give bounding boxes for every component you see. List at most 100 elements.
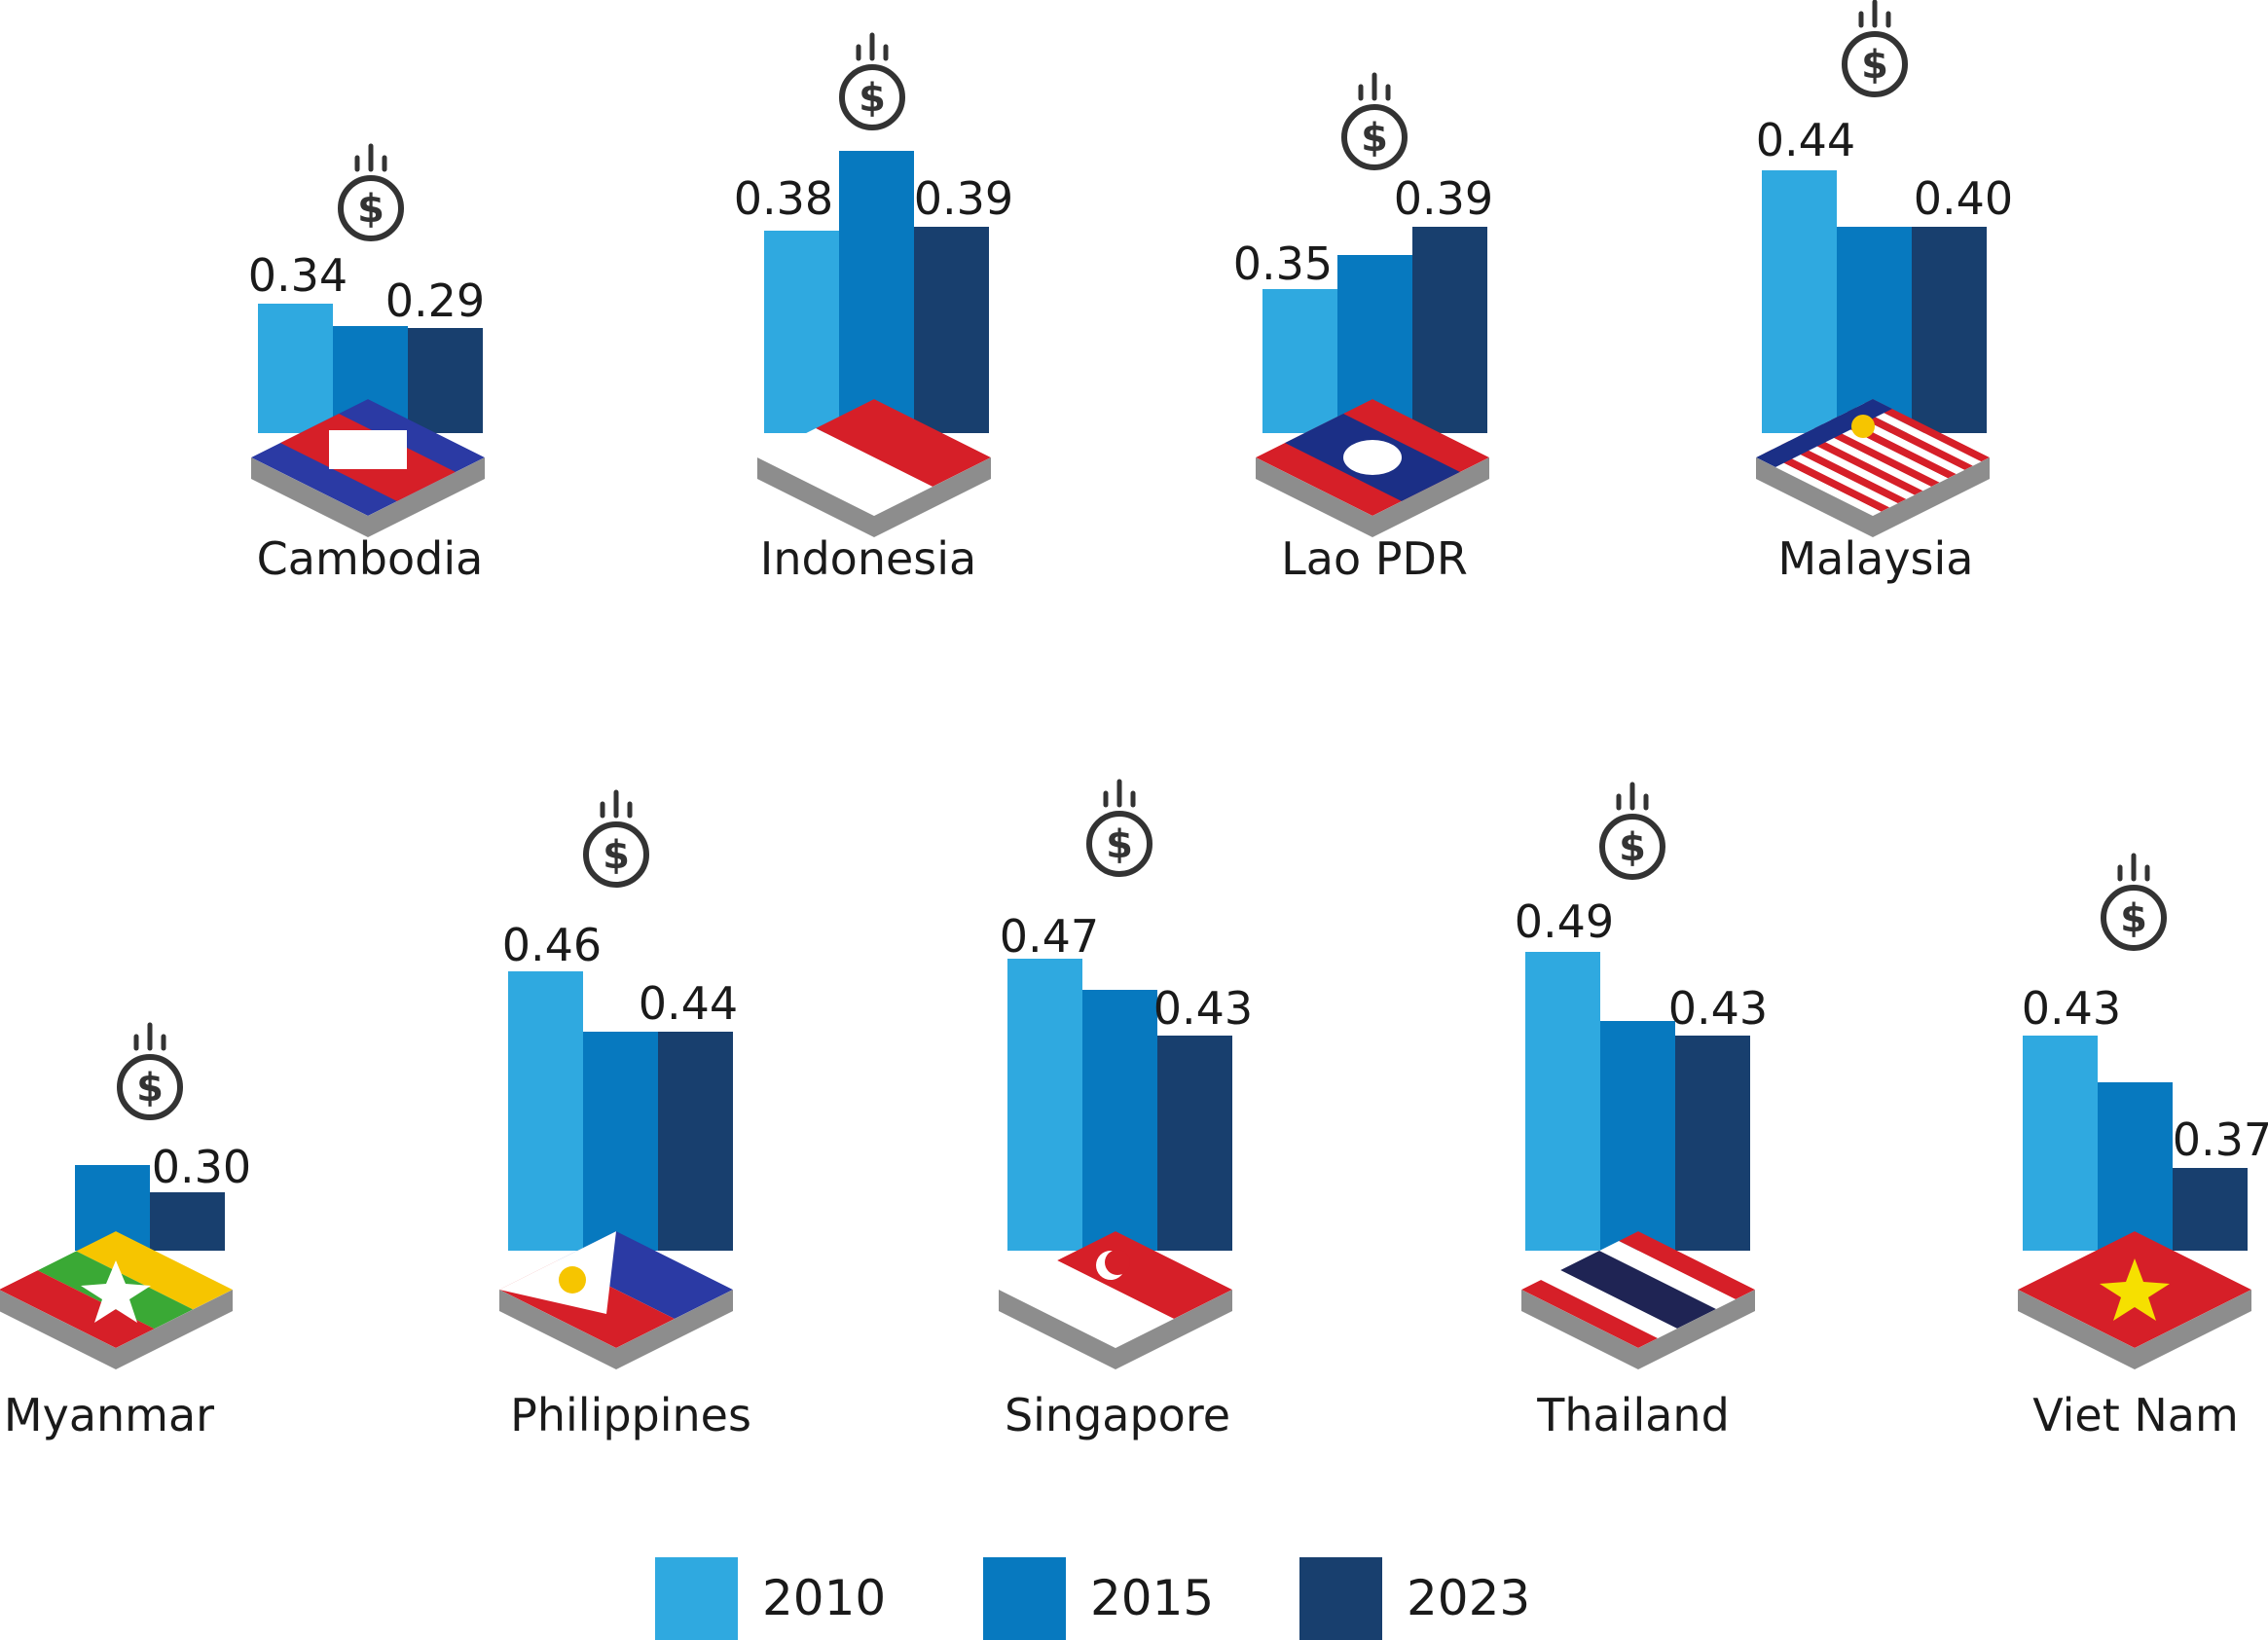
malaysia-star: [1851, 415, 1875, 438]
bar-philippines-2015: [583, 1032, 658, 1251]
bar-singapore-2023: [1157, 1036, 1232, 1251]
legend-label-2015: 2015: [1090, 1570, 1215, 1626]
philippines-sun: [559, 1266, 586, 1294]
lao-flag-side: [1256, 457, 1489, 537]
data-label-viet-nam-2010: 0.43: [2022, 982, 2121, 1035]
category-label-myanmar: Myanmar: [4, 1389, 214, 1441]
category-label-singapore: Singapore: [1005, 1389, 1230, 1441]
legend-swatch-2023: [1299, 1557, 1382, 1640]
data-label-malaysia-2010: 0.44: [1756, 114, 1855, 166]
bar-cambodia-2023: [408, 328, 483, 433]
bar-philippines-2010: [508, 971, 583, 1251]
bar-malaysia-2015: [1837, 227, 1912, 433]
thailand-flag-side: [1521, 1290, 1755, 1369]
svg-text:$: $: [603, 833, 630, 878]
bar-singapore-2010: [1007, 959, 1082, 1251]
dollar-coin-icon: $: [338, 143, 404, 241]
data-label-thailand-2023: 0.43: [1668, 982, 1768, 1035]
category-label-lao-pdr: Lao PDR: [1281, 532, 1468, 585]
bar-indonesia-2015: [839, 151, 914, 433]
svg-text:$: $: [859, 76, 886, 121]
svg-text:$: $: [357, 187, 384, 232]
bar-singapore-2015: [1082, 990, 1157, 1251]
svg-text:$: $: [2120, 896, 2147, 941]
malaysia-flag-side: [1756, 457, 1990, 537]
category-label-malaysia: Malaysia: [1777, 532, 1973, 585]
cambodia-flag: [251, 399, 485, 516]
group-singapore: 0.47 0.43 Singapore: [999, 910, 1253, 1441]
category-label-thailand: Thailand: [1536, 1389, 1730, 1441]
category-label-philippines: Philippines: [510, 1389, 751, 1441]
legend-label-2010: 2010: [762, 1570, 887, 1626]
bar-viet-nam-2010: [2023, 1036, 2098, 1251]
dollar-coin-icon: $: [1599, 782, 1665, 880]
group-cambodia: 0.34 0.29 Cambodia: [248, 249, 485, 585]
bar-thailand-2015: [1600, 1021, 1675, 1251]
indonesia-flag: [757, 399, 991, 516]
bar-lao-pdr-2010: [1262, 289, 1337, 433]
data-label-cambodia-2023: 0.29: [385, 274, 485, 327]
data-label-thailand-2010: 0.49: [1515, 895, 1614, 948]
dollar-coin-icon: $: [1842, 0, 1908, 97]
bar-malaysia-2023: [1912, 227, 1987, 433]
dollar-coin-icon: $: [839, 32, 905, 130]
philippines-flag-side: [499, 1290, 733, 1369]
bar-indonesia-2023: [914, 227, 989, 433]
category-label-cambodia: Cambodia: [257, 532, 484, 585]
philippines-triangle: [499, 1231, 616, 1314]
category-label-indonesia: Indonesia: [760, 532, 976, 585]
bar-lao-pdr-2023: [1412, 227, 1487, 433]
dollar-coin-icon: $: [117, 1022, 183, 1120]
bar-thailand-2023: [1675, 1036, 1750, 1251]
angkor-wat: [329, 430, 407, 469]
data-label-philippines-2010: 0.46: [502, 919, 602, 971]
data-label-singapore-2023: 0.43: [1153, 982, 1253, 1035]
legend-swatch-2010: [655, 1557, 738, 1640]
cambodia-flag-side: [251, 457, 485, 537]
group-lao-pdr: 0.35 0.39 Lao PDR: [1233, 172, 1493, 585]
myanmar-star: [81, 1260, 151, 1323]
data-label-cambodia-2010: 0.34: [248, 249, 348, 302]
singapore-flag: [999, 1231, 1232, 1348]
indonesia-flag-side: [757, 457, 991, 537]
svg-text:$: $: [1106, 822, 1133, 867]
dollar-coin-icon: $: [583, 789, 649, 888]
svg-text:$: $: [1361, 116, 1388, 161]
group-malaysia: 0.44 0.40 Malaysia: [1756, 114, 2013, 585]
bar-viet-nam-2023: [2173, 1168, 2248, 1251]
dollar-coin-icon: $: [1086, 779, 1152, 877]
data-label-indonesia-2010: 0.38: [734, 172, 833, 225]
data-label-indonesia-2023: 0.39: [914, 172, 1013, 225]
group-myanmar: 0.30 Myanmar: [0, 1141, 251, 1441]
dollar-coin-icon: $: [2101, 853, 2167, 951]
thailand-flag: [1521, 1231, 1755, 1348]
legend-swatch-2015: [983, 1557, 1066, 1640]
svg-text:$: $: [1619, 825, 1646, 870]
data-label-lao-pdr-2023: 0.39: [1394, 172, 1493, 225]
philippines-flag: [499, 1231, 733, 1348]
svg-text:$: $: [136, 1066, 164, 1111]
bar-malaysia-2010: [1762, 170, 1837, 433]
vietnam-flag-side: [2018, 1290, 2251, 1369]
svg-text:$: $: [1861, 43, 1888, 88]
myanmar-flag: [0, 1231, 233, 1348]
data-label-viet-nam-2023: 0.37: [2173, 1113, 2268, 1166]
dollar-coin-icon: $: [1341, 72, 1408, 170]
category-label-viet-nam: Viet Nam: [2032, 1389, 2239, 1441]
myanmar-flag-side: [0, 1290, 233, 1369]
bar-myanmar-2023: [150, 1192, 225, 1251]
group-thailand: 0.49 0.43 Thailand: [1515, 895, 1768, 1441]
vietnam-star: [2100, 1258, 2170, 1321]
group-philippines: 0.46 0.44 Philippines: [499, 919, 751, 1441]
group-indonesia: 0.38 0.39 Indonesia: [734, 151, 1013, 585]
bar-viet-nam-2015: [2098, 1082, 2173, 1251]
data-label-philippines-2023: 0.44: [639, 977, 738, 1030]
lao-moon: [1343, 440, 1402, 475]
data-label-lao-pdr-2010: 0.35: [1233, 237, 1333, 290]
legend: 2010 2015 2023: [0, 1548, 2268, 1640]
data-label-malaysia-2023: 0.40: [1914, 172, 2013, 225]
legend-label-2023: 2023: [1407, 1570, 1531, 1626]
group-viet-nam: 0.43 0.37 Viet Nam: [2018, 982, 2268, 1441]
singapore-flag-side: [999, 1290, 1232, 1369]
